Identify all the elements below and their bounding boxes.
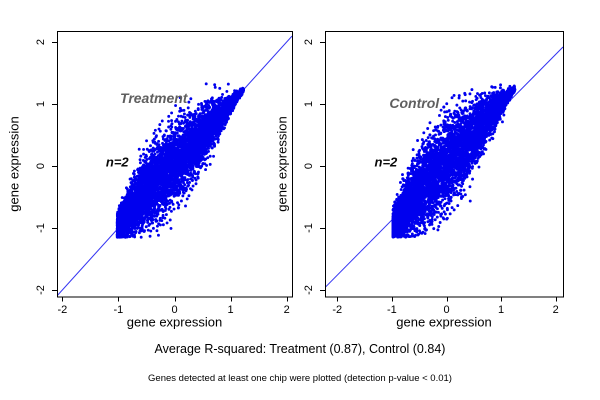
panel-label-control: Control [389,94,440,111]
y-tick-label: 2 [303,38,315,46]
x-tick-label: -2 [332,303,343,316]
x-axis-label-control: gene expression [396,314,492,330]
y-tick-label: 2 [35,38,47,46]
n-label-treatment: n=2 [105,154,129,170]
y-axis-label-control: gene expression [274,116,290,212]
y-tick-label: 0 [303,162,315,170]
x-tick-label: 0 [443,303,450,316]
x-tick-label: 2 [283,303,290,316]
y-axis-label-treatment: gene expression [6,116,22,212]
caption-detection-note: Genes detected at least one chip were pl… [148,373,452,384]
x-tick-label: 1 [227,303,234,316]
panel-label-treatment: Treatment [120,89,188,106]
x-tick-label: 2 [552,303,559,316]
y-tick-label: -1 [303,223,315,233]
x-tick-label: -1 [387,303,397,316]
x-tick-label: -2 [57,303,68,316]
y-tick-label: 0 [35,162,47,170]
x-tick-label: -1 [113,303,124,316]
n-label-control: n=2 [374,154,398,170]
x-tick-label: 0 [171,303,178,316]
x-tick-label: 1 [498,303,505,316]
y-tick-label: -2 [303,285,315,295]
y-tick-label: 1 [303,100,315,108]
y-tick-label: -1 [35,223,47,233]
caption-r-squared: Average R-squared: Treatment (0.87), Con… [154,342,446,356]
x-axis-label-treatment: gene expression [126,314,223,330]
y-tick-label: -2 [35,285,47,295]
y-tick-label: 1 [35,100,47,108]
